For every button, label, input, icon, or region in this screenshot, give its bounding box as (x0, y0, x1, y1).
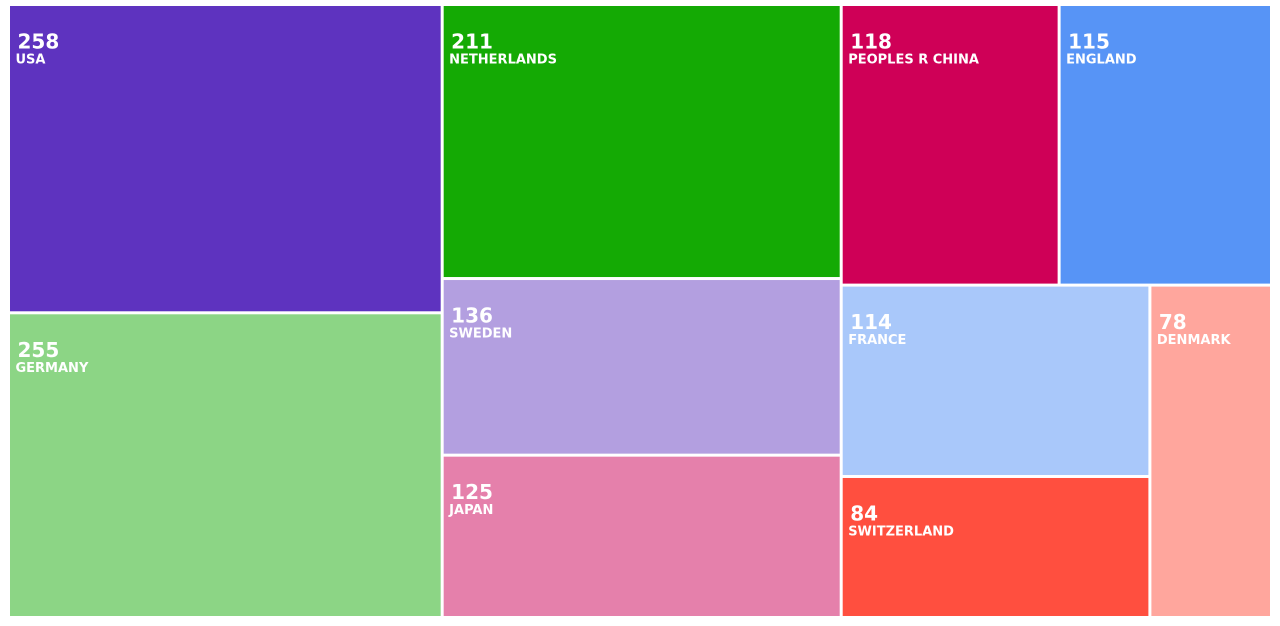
tile-value: 118 (850, 30, 892, 54)
tile (842, 286, 1149, 475)
tile (443, 6, 840, 278)
tile-label: SWEDEN (449, 327, 512, 342)
tile (10, 314, 441, 616)
tile-value: 115 (1068, 30, 1110, 54)
tile (443, 456, 840, 616)
tile-label: DENMARK (1157, 333, 1232, 348)
tile-value: 255 (18, 338, 60, 362)
tile-label: ENGLAND (1066, 53, 1137, 68)
tile (842, 6, 1058, 284)
tile (443, 280, 840, 454)
tile-value: 114 (850, 310, 892, 334)
tile (10, 6, 441, 312)
tile-label: SWITZERLAND (848, 524, 954, 539)
tile-value: 136 (451, 304, 493, 328)
tile-value: 211 (451, 30, 493, 54)
tile-value: 78 (1159, 310, 1187, 334)
tile (842, 477, 1149, 616)
tile (1151, 286, 1270, 616)
tile-label: JAPAN (448, 503, 493, 518)
tile-label: NETHERLANDS (449, 53, 557, 68)
tile-value: 258 (18, 30, 60, 54)
tile-label: USA (16, 53, 46, 68)
tile-value: 125 (451, 480, 493, 504)
tile-value: 84 (850, 501, 878, 525)
tile-label: GERMANY (16, 361, 89, 376)
tile-label: FRANCE (848, 333, 906, 348)
tile-label: PEOPLES R CHINA (848, 53, 979, 68)
tile (1060, 6, 1270, 284)
